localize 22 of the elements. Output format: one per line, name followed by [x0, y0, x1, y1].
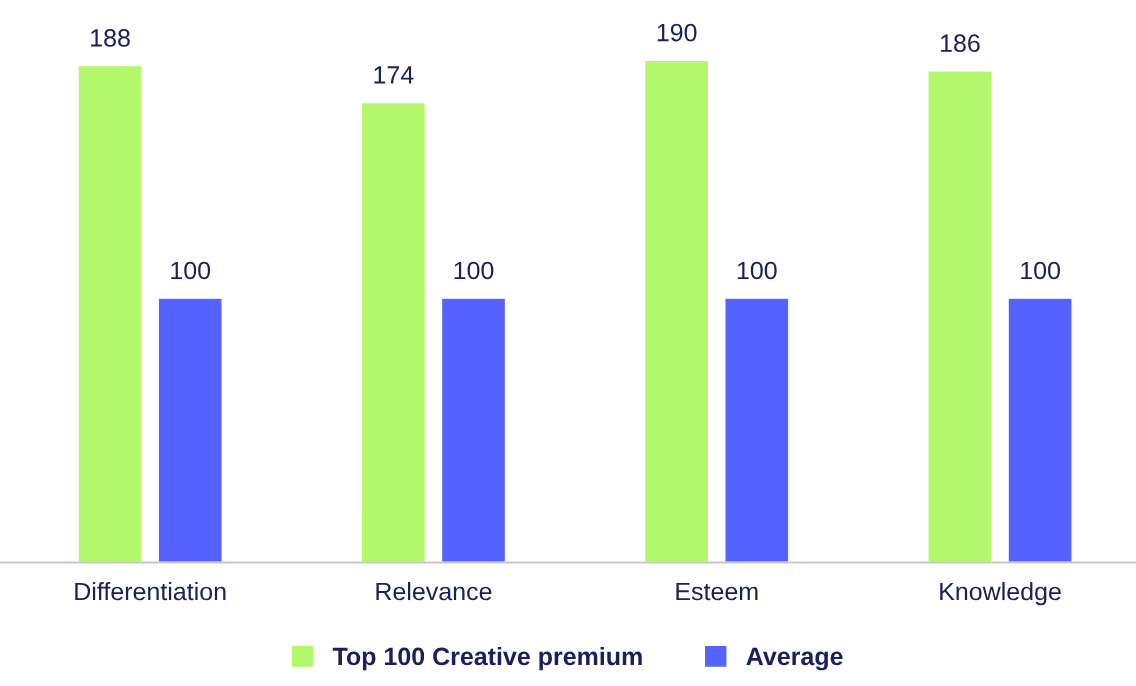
data-label: 188 [91, 29, 130, 47]
x-tick-label: Differentiation [75, 581, 226, 601]
bar [643, 59, 710, 563]
bar [77, 64, 143, 563]
bar [360, 101, 427, 563]
data-label: 186 [940, 34, 980, 53]
x-tick-label: Knowledge [940, 581, 1061, 606]
data-label: 100 [1021, 261, 1060, 280]
data-label: 100 [454, 261, 494, 280]
legend-label: Average [746, 647, 843, 671]
x-tick-label: Relevance [376, 581, 492, 601]
x-tick-label: Esteem [676, 582, 758, 601]
bar [157, 297, 223, 563]
data-label: 190 [657, 23, 697, 42]
legend-label: Top 100 Creative premium [332, 646, 642, 671]
bar [440, 297, 507, 563]
data-label: 100 [171, 261, 211, 280]
data-label: 100 [737, 261, 777, 280]
data-label: 174 [374, 66, 414, 84]
bar [927, 70, 993, 563]
bar [1007, 297, 1073, 563]
bar [724, 297, 790, 563]
